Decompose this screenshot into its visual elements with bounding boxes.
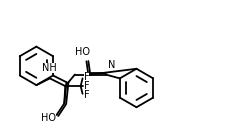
Text: F: F [84, 72, 89, 82]
Text: F: F [84, 81, 89, 91]
Text: F: F [84, 90, 89, 100]
Text: NH: NH [42, 63, 56, 73]
Text: HO: HO [41, 113, 56, 123]
Text: HO: HO [75, 47, 90, 57]
Text: N: N [108, 60, 115, 70]
